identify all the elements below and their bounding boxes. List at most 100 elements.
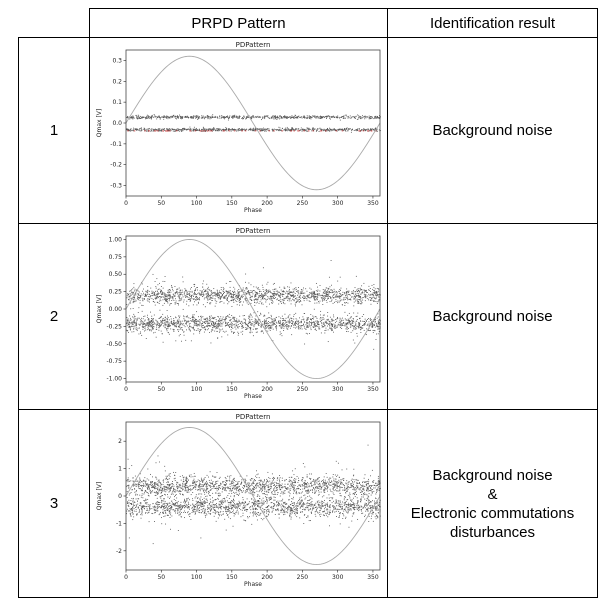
data-point (133, 290, 135, 292)
data-point (248, 322, 250, 324)
data-point (222, 486, 224, 488)
data-point (147, 129, 149, 131)
data-point (336, 327, 338, 328)
data-point (193, 128, 195, 130)
data-point (338, 489, 340, 491)
data-point (189, 129, 191, 131)
data-point (164, 321, 166, 323)
data-point (168, 304, 170, 306)
data-point-accent (292, 130, 295, 132)
data-point (352, 116, 354, 118)
data-point (296, 290, 298, 292)
data-point (241, 326, 243, 328)
data-point (273, 323, 275, 325)
data-point (309, 128, 311, 130)
data-point (375, 323, 377, 324)
data-point (337, 130, 339, 131)
data-point (301, 316, 303, 318)
data-point (154, 304, 156, 306)
data-point (161, 294, 163, 295)
data-point (376, 325, 378, 327)
data-point (141, 310, 143, 312)
data-point-accent (154, 130, 156, 132)
data-point (150, 315, 152, 317)
data-point (285, 298, 286, 299)
data-point (129, 319, 131, 321)
data-point (200, 317, 202, 319)
data-point (252, 116, 254, 118)
data-point (240, 321, 241, 323)
data-point (222, 296, 224, 298)
data-point (342, 297, 344, 299)
data-point (283, 115, 285, 117)
data-point (209, 296, 211, 298)
data-point (135, 290, 137, 291)
data-point-accent (280, 130, 283, 132)
data-point (319, 295, 321, 297)
data-point (227, 116, 228, 118)
data-point (336, 295, 338, 297)
data-point (150, 117, 152, 119)
data-point (260, 294, 261, 296)
data-point (278, 116, 280, 117)
data-point (182, 130, 183, 132)
data-point (310, 324, 312, 326)
data-point (262, 286, 263, 288)
data-point (160, 129, 162, 131)
data-point (328, 321, 330, 323)
data-point (132, 321, 134, 323)
data-point (249, 321, 251, 323)
data-point (210, 320, 212, 322)
data-point (200, 325, 202, 327)
data-point (153, 294, 155, 296)
data-point (174, 326, 176, 328)
data-point (160, 294, 162, 295)
data-point (200, 315, 202, 317)
data-point (258, 128, 260, 130)
data-point (245, 329, 247, 330)
data-point (149, 295, 151, 296)
data-point (179, 324, 181, 326)
data-point (167, 328, 168, 330)
data-point (155, 326, 157, 328)
data-point (157, 115, 159, 117)
data-point (248, 128, 250, 130)
data-point (269, 326, 271, 328)
data-point (226, 299, 228, 301)
data-point (277, 294, 279, 296)
data-point (197, 118, 199, 120)
data-point (185, 482, 187, 484)
data-point (172, 295, 174, 297)
data-point (255, 298, 257, 300)
data-point (221, 294, 223, 296)
data-point (226, 315, 228, 317)
data-point (321, 300, 323, 302)
data-point (333, 297, 334, 299)
data-point (328, 115, 330, 117)
x-tick-label: 350 (367, 200, 379, 207)
data-point (303, 295, 305, 297)
x-tick-label: 0 (124, 200, 128, 207)
data-point (142, 129, 144, 130)
data-point (282, 299, 284, 301)
data-point (263, 128, 265, 130)
data-point (362, 128, 364, 130)
data-point (147, 115, 149, 117)
data-point (323, 299, 325, 301)
data-point (262, 295, 264, 297)
data-point (357, 295, 359, 297)
data-point (282, 300, 284, 302)
x-tick-label: 300 (331, 386, 343, 393)
data-point (293, 481, 295, 483)
data-point (173, 324, 175, 326)
data-point (285, 327, 287, 329)
data-point (220, 320, 222, 322)
data-point (205, 320, 207, 322)
data-point (228, 117, 230, 119)
data-point (217, 324, 219, 326)
data-point (307, 317, 309, 318)
data-point (203, 491, 205, 493)
data-point (144, 118, 146, 120)
data-point (328, 327, 330, 329)
data-point (208, 325, 210, 327)
